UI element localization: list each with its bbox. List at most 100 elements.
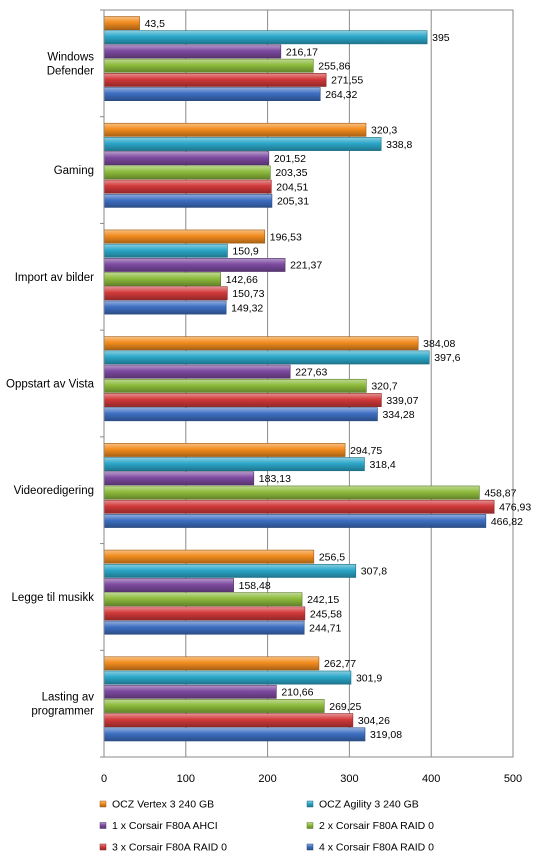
bar [103, 393, 382, 407]
data-label: 384,08 [423, 338, 455, 350]
bar [103, 44, 282, 59]
data-label: 294,75 [350, 445, 382, 457]
data-label: 458,87 [484, 487, 516, 499]
bar [103, 457, 365, 472]
bar [103, 713, 354, 728]
bars [103, 16, 495, 742]
data-label: 262,77 [324, 658, 356, 670]
bar [103, 272, 221, 287]
bar [103, 286, 228, 301]
x-tick-label: 500 [504, 773, 522, 785]
data-label: 43,5 [145, 18, 166, 30]
bar [103, 656, 320, 671]
bar [103, 193, 273, 208]
x-tick-label: 300 [340, 773, 358, 785]
legend-swatch [306, 822, 314, 829]
bar [103, 16, 140, 30]
x-tick-label: 200 [258, 773, 276, 785]
data-label: 227,63 [295, 366, 327, 378]
legend-swatch [306, 800, 314, 808]
bar [103, 606, 306, 621]
legend-label: 4 x Corsair F80A RAID 0 [319, 842, 434, 854]
data-label: 216,17 [286, 46, 318, 58]
bar [103, 73, 327, 87]
x-tick-label: 100 [177, 773, 195, 785]
data-label: 203,35 [275, 167, 307, 179]
data-label: 304,26 [358, 715, 390, 727]
data-label: 201,52 [274, 153, 306, 165]
bar [103, 364, 291, 379]
data-label: 244,71 [309, 622, 341, 634]
data-label: 466,82 [491, 516, 523, 528]
bar [103, 670, 352, 685]
data-label: 256,5 [319, 551, 345, 563]
bar [103, 485, 480, 500]
data-label: 319,08 [370, 729, 402, 741]
bar [103, 549, 315, 564]
data-label: 320,3 [371, 125, 397, 137]
bar [103, 122, 367, 137]
data-label: 142,66 [226, 274, 258, 286]
data-label: 476,93 [499, 502, 531, 514]
legend-label: 1 x Corsair F80A AHCI [112, 820, 218, 832]
data-label: 271,55 [331, 75, 363, 87]
bar [103, 336, 419, 351]
legend-label: 3 x Corsair F80A RAID 0 [112, 842, 227, 854]
bar [103, 578, 234, 592]
legend-label: 2 x Corsair F80A RAID 0 [319, 820, 434, 832]
bar [103, 443, 346, 457]
x-tick-label: 0 [101, 773, 107, 785]
data-label: 150,73 [232, 288, 264, 300]
category-label: Oppstart av Vista [6, 379, 95, 391]
bar [103, 407, 378, 422]
legend-swatch [306, 843, 314, 851]
data-label: 269,25 [329, 701, 361, 713]
data-label: 150,9 [232, 246, 258, 258]
category-label: Legge til musikk [12, 592, 95, 604]
category-label: Videoredigering [14, 485, 94, 497]
bar [103, 179, 272, 194]
data-label: 255,86 [318, 61, 350, 73]
bar [103, 350, 430, 365]
data-label: 334,28 [382, 409, 414, 421]
x-tick-label: 400 [422, 773, 440, 785]
legend-label: OCZ Vertex 3 240 GB [112, 799, 214, 811]
category-label: Import av bilder [15, 272, 94, 284]
data-label: 210,66 [281, 687, 313, 699]
data-label: 264,32 [325, 89, 357, 101]
data-label: 149,32 [231, 302, 263, 314]
data-label: 196,53 [270, 231, 302, 243]
data-label: 242,15 [307, 594, 339, 606]
bar [103, 165, 271, 180]
bar [103, 58, 314, 73]
data-label: 183,13 [259, 473, 291, 485]
bar [103, 137, 382, 151]
bar [103, 563, 357, 578]
data-label: 307,8 [361, 566, 387, 578]
bar [103, 243, 228, 258]
data-label: 301,9 [356, 672, 382, 684]
axes: Windows Defender Gaming Import av bilder Opp… [6, 9, 522, 785]
bar [103, 499, 495, 514]
data-label: 338,8 [386, 139, 412, 151]
bar [103, 30, 428, 45]
legend-label: OCZ Agility 3 240 GB [319, 799, 419, 811]
data-label: 158,48 [239, 580, 271, 592]
bar [103, 378, 367, 393]
data-label: 397,6 [434, 352, 460, 364]
data-label: 204,51 [276, 181, 308, 193]
bar [103, 699, 325, 713]
legend-swatch [99, 843, 107, 851]
data-label: 205,31 [277, 196, 309, 208]
bar [103, 514, 487, 528]
bar [103, 620, 305, 635]
legend-swatch [99, 822, 107, 829]
bar [103, 300, 227, 315]
bar [103, 592, 303, 607]
bar [103, 471, 255, 486]
bar [103, 684, 277, 699]
bar [103, 229, 266, 244]
category-label: programmer [31, 706, 94, 718]
